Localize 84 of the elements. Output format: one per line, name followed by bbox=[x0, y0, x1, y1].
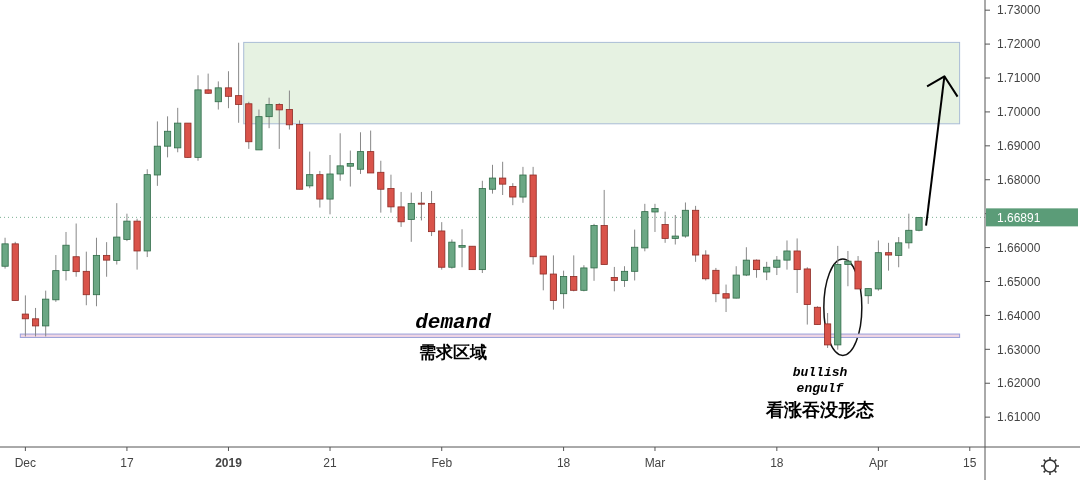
x-tick-label: 17 bbox=[120, 456, 134, 470]
y-tick-label: 1.66000 bbox=[997, 240, 1041, 255]
candlestick bbox=[651, 203, 659, 233]
candlestick bbox=[620, 265, 629, 288]
candlestick bbox=[468, 245, 476, 271]
candlestick bbox=[580, 264, 588, 292]
candlestick bbox=[539, 255, 547, 291]
x-tick-label: Apr bbox=[869, 456, 888, 470]
candlestick bbox=[519, 166, 527, 204]
candlestick bbox=[72, 223, 80, 278]
candlestick bbox=[824, 312, 832, 349]
candlestick bbox=[235, 42, 243, 124]
y-tick-label: 1.70000 bbox=[997, 105, 1041, 120]
candlestick bbox=[204, 73, 212, 95]
candlestick bbox=[844, 250, 852, 287]
candlestick bbox=[265, 97, 273, 129]
candlestick bbox=[712, 267, 720, 303]
x-tick-label: 21 bbox=[323, 456, 338, 470]
candlestick bbox=[164, 115, 172, 158]
candlestick bbox=[763, 261, 771, 281]
candlestick bbox=[285, 90, 293, 131]
candlestick bbox=[417, 191, 425, 221]
candlestick bbox=[732, 265, 740, 299]
band-label: demand bbox=[415, 311, 492, 335]
candlestick bbox=[224, 70, 233, 109]
candlestick bbox=[702, 249, 710, 281]
x-tick-label: 18 bbox=[556, 456, 571, 470]
x-tick-label: Mar bbox=[644, 456, 666, 470]
y-tick-label: 1.69000 bbox=[997, 139, 1041, 154]
x-tick-label: Dec bbox=[14, 456, 37, 470]
candlestick bbox=[895, 236, 903, 268]
candlestick bbox=[1, 237, 9, 270]
candlestick bbox=[306, 151, 314, 189]
annotation: 看涨吞没形态 bbox=[765, 400, 874, 420]
candlestick bbox=[113, 202, 121, 266]
candlestick bbox=[661, 211, 669, 244]
x-tick-label: 18 bbox=[770, 456, 784, 470]
candlestick bbox=[783, 239, 791, 271]
candlestick bbox=[82, 251, 90, 306]
candlestick bbox=[499, 161, 507, 196]
candlestick bbox=[722, 284, 730, 313]
candlestick bbox=[31, 307, 40, 337]
ref-line-label: 1.66891 bbox=[997, 210, 1041, 225]
candlestick bbox=[905, 213, 913, 250]
y-tick-label: 1.71000 bbox=[997, 71, 1041, 86]
x-tick-label: Feb bbox=[431, 456, 453, 470]
candlestick bbox=[397, 191, 405, 228]
candlestick bbox=[884, 242, 893, 272]
candlestick bbox=[21, 294, 29, 337]
candlestick bbox=[671, 214, 679, 246]
candlestick bbox=[356, 131, 365, 175]
candlestick bbox=[560, 270, 568, 310]
candlestick bbox=[103, 241, 111, 278]
candlestick bbox=[752, 258, 761, 279]
candlestick bbox=[214, 80, 222, 111]
candlestick bbox=[407, 192, 415, 243]
candlestick bbox=[773, 255, 781, 276]
y-tick-label: 1.73000 bbox=[997, 3, 1041, 18]
candlestick bbox=[367, 130, 375, 174]
candlestick bbox=[813, 305, 821, 326]
y-tick-label: 1.61000 bbox=[997, 410, 1041, 425]
candlestick bbox=[458, 228, 466, 268]
candlestick bbox=[346, 150, 354, 188]
candlestick bbox=[509, 182, 517, 206]
candlestick bbox=[793, 237, 801, 294]
x-tick-label: 2019 bbox=[215, 456, 243, 470]
candlestick bbox=[123, 213, 131, 242]
candlestick bbox=[336, 132, 344, 182]
candlestick bbox=[275, 102, 283, 150]
candlestick bbox=[570, 254, 578, 292]
y-tick-label: 1.72000 bbox=[997, 37, 1041, 52]
candlestick bbox=[610, 266, 618, 292]
y-tick-label: 1.62000 bbox=[997, 376, 1041, 391]
annotation: 需求区域 bbox=[419, 343, 487, 362]
candlestick bbox=[488, 164, 497, 195]
candlestick bbox=[387, 174, 395, 214]
candlestick bbox=[377, 160, 385, 214]
candlestick bbox=[742, 246, 750, 277]
annotation: bullish engulf bbox=[792, 365, 848, 396]
y-tick-label: 1.64000 bbox=[997, 308, 1041, 323]
x-tick-label: 15 bbox=[963, 456, 977, 470]
y-tick-label: 1.63000 bbox=[997, 342, 1041, 357]
y-tick-label: 1.65000 bbox=[997, 274, 1041, 289]
y-tick-label: 1.68000 bbox=[997, 172, 1041, 187]
